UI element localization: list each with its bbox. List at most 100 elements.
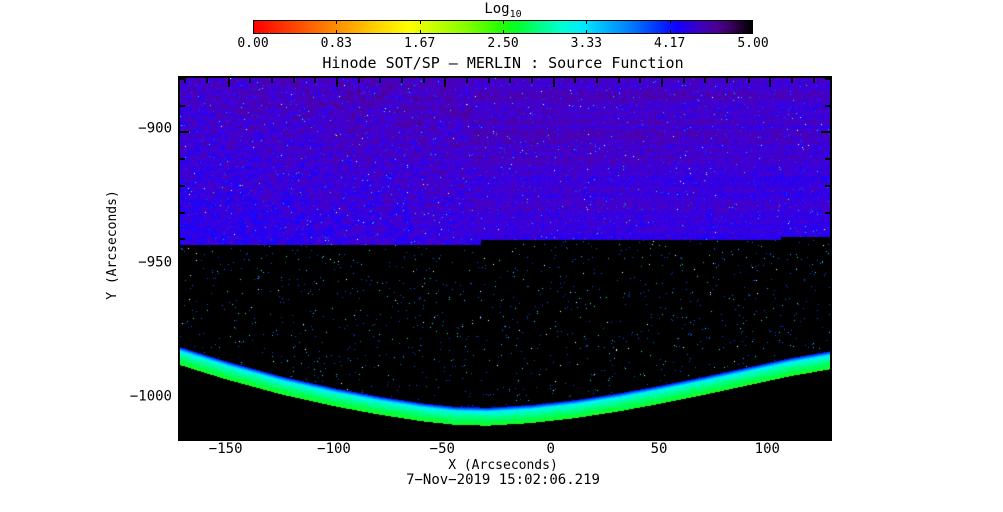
colorbar-tick (336, 20, 338, 24)
y-axis-major-tick (821, 398, 830, 401)
x-axis-major-tick (227, 430, 230, 439)
x-axis-minor-tick (531, 78, 533, 83)
colorbar-tick-label: 2.50 (487, 36, 519, 51)
x-axis-minor-tick (747, 434, 750, 439)
plot-area (178, 76, 832, 441)
x-axis-minor-tick (206, 434, 208, 439)
colorbar-tick (336, 30, 338, 34)
colorbar-tick-label: 0.83 (320, 36, 352, 51)
x-axis-minor-tick (682, 78, 685, 83)
x-axis-tick-label: −150 (208, 441, 243, 457)
y-axis-minor-tick (825, 158, 830, 161)
x-axis-major-tick (336, 78, 338, 87)
y-axis-minor-tick (180, 78, 185, 80)
y-axis-minor-tick (825, 211, 830, 214)
colorbar-tick-label: 4.17 (654, 36, 686, 51)
x-axis-major-tick (444, 78, 447, 87)
y-axis-minor-tick (825, 78, 830, 80)
y-axis-minor-tick (825, 425, 830, 428)
x-axis-minor-tick (249, 78, 252, 83)
x-axis-minor-tick (704, 78, 707, 83)
x-axis-label: X (Arcseconds) (448, 458, 558, 473)
colorbar-tick (586, 30, 588, 34)
colorbar-tick (669, 20, 671, 24)
y-axis-minor-tick (180, 211, 185, 214)
y-axis-tick-label: −950 (138, 254, 172, 271)
x-axis-minor-tick (596, 78, 598, 83)
x-axis-minor-tick (379, 78, 382, 83)
x-axis-major-tick (661, 78, 663, 87)
x-axis-minor-tick (292, 434, 295, 439)
x-axis-minor-tick (401, 434, 403, 439)
x-axis-minor-tick (271, 78, 273, 83)
x-axis-minor-tick (466, 78, 468, 83)
y-axis-minor-tick (180, 345, 185, 348)
x-axis-major-tick (552, 430, 555, 439)
y-axis-minor-tick (180, 425, 185, 428)
x-axis-major-tick (661, 430, 663, 439)
x-axis-minor-tick (682, 434, 685, 439)
y-axis-tick-label: −900 (138, 120, 172, 137)
x-axis-major-tick (227, 78, 230, 87)
colorbar-tick (419, 30, 421, 34)
x-axis-major-tick (552, 78, 555, 87)
x-axis-minor-tick (726, 78, 728, 83)
x-axis-minor-tick (422, 78, 425, 83)
y-axis-minor-tick (825, 372, 830, 375)
x-axis-tick-label: −100 (317, 441, 351, 457)
colorbar-tick (586, 20, 588, 24)
y-axis-minor-tick (825, 318, 830, 321)
y-axis-major-tick (180, 398, 189, 401)
y-axis-label: Y (Arcseconds) (105, 190, 120, 300)
colorbar-tick (503, 20, 504, 24)
x-axis-minor-tick (401, 78, 403, 83)
y-axis-minor-tick (825, 345, 830, 348)
x-axis-minor-tick (639, 78, 642, 83)
y-axis-minor-tick (180, 291, 185, 294)
colorbar-tick (503, 30, 504, 34)
x-axis-major-tick (336, 430, 338, 439)
colorbar-tick-label: 5.00 (737, 36, 769, 51)
y-axis-minor-tick (180, 184, 185, 187)
x-axis-major-tick (769, 430, 772, 439)
y-axis-minor-tick (180, 158, 185, 161)
x-axis-minor-tick (726, 434, 728, 439)
x-axis-minor-tick (271, 434, 273, 439)
page-title: Hinode SOT/SP — MERLIN : Source Function (322, 54, 684, 72)
x-axis-minor-tick (509, 434, 512, 439)
x-axis-minor-tick (357, 434, 360, 439)
x-axis-minor-tick (791, 434, 793, 439)
colorbar-tick-labels: 0.00 0.83 1.67 2.50 3.33 4.17 5.00 (0, 36, 1003, 52)
x-axis-major-tick (769, 78, 772, 87)
x-axis-minor-tick (184, 434, 187, 439)
colorbar-tick-label: 3.33 (570, 36, 602, 51)
x-axis-minor-tick (292, 78, 295, 83)
x-axis-minor-tick (509, 78, 512, 83)
colorbar-tick-label: 0.00 (237, 36, 269, 51)
y-axis-minor-tick (180, 318, 185, 321)
x-axis-minor-tick (531, 434, 533, 439)
x-axis-minor-tick (487, 434, 490, 439)
x-axis-minor-tick (357, 78, 360, 83)
y-axis-minor-tick (825, 104, 830, 107)
y-axis-major-tick (180, 265, 189, 268)
x-axis-minor-tick (747, 78, 750, 83)
y-axis-major-tick (821, 265, 830, 268)
x-axis-tick-label: −50 (429, 441, 455, 457)
x-axis-minor-tick (184, 78, 187, 83)
colorbar (253, 20, 753, 34)
x-axis-minor-tick (596, 434, 598, 439)
y-axis-tick-label: −1000 (129, 388, 172, 405)
colorbar-tick (419, 20, 421, 24)
y-axis-minor-tick (180, 104, 185, 107)
colorbar-title: Log10 (253, 1, 753, 19)
x-axis-minor-tick (617, 78, 620, 83)
x-axis-minor-tick (422, 434, 425, 439)
x-axis-minor-tick (791, 78, 793, 83)
x-axis-minor-tick (206, 78, 208, 83)
y-axis-major-tick (180, 131, 189, 134)
x-axis-minor-tick (574, 78, 577, 83)
x-axis-minor-tick (617, 434, 620, 439)
x-axis-minor-tick (249, 434, 252, 439)
x-axis-minor-tick (639, 434, 642, 439)
